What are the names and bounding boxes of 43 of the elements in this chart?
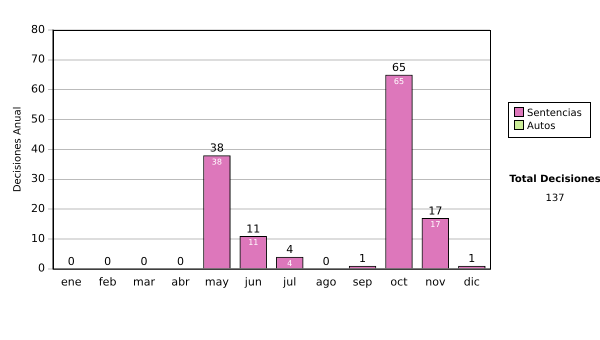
x-tick-label: feb [98,275,116,288]
y-tick-label: 10 [30,232,45,245]
legend-label: Sentencias [526,107,582,120]
y-tick-label: 0 [38,262,45,275]
total-label: 11 [246,222,260,236]
total-label: 4 [286,243,294,256]
data-label: 65 [394,76,404,86]
legend-label: Autos [526,120,556,133]
total-label: 0 [322,255,330,268]
x-tick-label: sep [352,275,372,288]
x-tick-label: mar [133,275,156,288]
total-label: 65 [392,61,406,74]
x-tick-label: jul [282,275,296,288]
x-tick-label: ago [316,275,337,288]
data-label: 17 [430,220,440,230]
x-tick-label: may [204,275,230,288]
data-label: 38 [212,157,222,166]
total-label: 17 [428,204,442,218]
data-label: 11 [248,238,258,248]
total-label: 0 [104,255,112,268]
total-label: 0 [68,255,75,268]
x-tick-label: ene [60,275,82,288]
x-tick-label: abr [171,275,190,288]
y-axis-title: Decisiones Anual [12,106,24,192]
y-tick-label: 80 [30,22,45,36]
total-label: 38 [210,142,224,155]
y-tick-label: 30 [30,172,45,186]
y-tick-label: 20 [30,202,45,215]
y-tick-label: 50 [30,112,45,126]
total-label: 1 [468,252,476,266]
total-label: 1 [359,252,366,266]
y-tick-label: 70 [30,52,45,66]
total-label: 0 [140,255,148,268]
text: 137 [544,192,566,206]
x-tick-label: oct [390,275,408,288]
y-tick-label: 60 [30,82,45,96]
y-tick-label: 40 [30,142,45,156]
x-tick-label: nov [425,275,446,288]
x-tick-label: dic [464,275,480,288]
text: Total Decisiones [508,173,600,187]
data-label: 4 [287,258,292,268]
total-label: 0 [176,255,184,268]
x-tick-label: jun [244,275,262,288]
